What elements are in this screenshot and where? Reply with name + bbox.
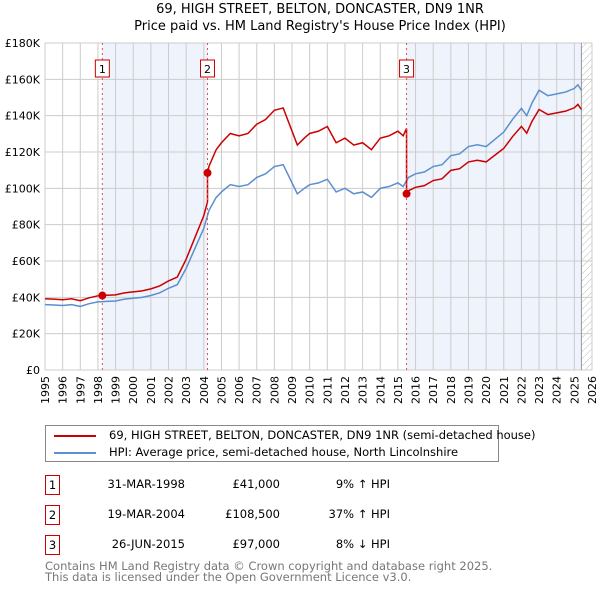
sale-marker-label: 2 <box>204 63 211 76</box>
y-tick-label: £140K <box>5 110 41 123</box>
x-tick-label: 2019 <box>462 376 475 404</box>
sale-date: 31-MAR-1998 <box>107 477 185 491</box>
x-tick-label: 2003 <box>180 376 193 404</box>
sale-marker-label: 1 <box>45 475 60 495</box>
x-tick-label: 1995 <box>39 376 52 404</box>
x-tick-label: 2009 <box>286 376 299 404</box>
y-tick-label: £180K <box>5 37 41 50</box>
hpi-line <box>44 83 583 308</box>
sale-row: 3 26-JUN-2015 £97,000 8% ↓ HPI <box>45 535 445 555</box>
shaded-period <box>406 43 582 370</box>
chart-subtitle: Price paid vs. HM Land Registry's House … <box>134 19 506 34</box>
y-tick-label: £60K <box>12 255 41 268</box>
legend-item-hpi: HPI: Average price, semi-detached house,… <box>54 445 474 461</box>
x-tick-label: 2007 <box>251 376 264 404</box>
x-tick-label: 2012 <box>339 376 352 404</box>
sale-marker-label: 1 <box>99 63 106 76</box>
sale-date: 26-JUN-2015 <box>111 537 185 551</box>
sale-row: 1 31-MAR-1998 £41,000 9% ↑ HPI <box>45 475 445 495</box>
y-tick-label: £120K <box>5 146 41 159</box>
shaded-period <box>102 43 208 370</box>
x-tick-label: 2022 <box>515 376 528 404</box>
sale-date: 19-MAR-2004 <box>107 507 185 521</box>
x-tick-label: 2017 <box>427 376 440 404</box>
footer-licence: This data is licensed under the Open Gov… <box>45 570 412 584</box>
sale-point <box>402 189 411 198</box>
x-tick-label: 2016 <box>410 376 423 404</box>
x-tick-label: 2020 <box>480 376 493 404</box>
x-tick-label: 2013 <box>357 376 370 404</box>
x-tick-label: 2010 <box>304 376 317 404</box>
sale-row: 2 19-MAR-2004 £108,500 37% ↑ HPI <box>45 505 445 525</box>
legend-item-price: 69, HIGH STREET, BELTON, DONCASTER, DN9 … <box>54 428 535 444</box>
x-tick-label: 2023 <box>533 376 546 404</box>
x-tick-label: 1998 <box>92 376 105 404</box>
x-tick-label: 2004 <box>198 376 211 404</box>
sale-marker-label: 3 <box>403 63 410 76</box>
sale-point <box>98 291 107 300</box>
legend-label: HPI: Average price, semi-detached house,… <box>109 445 459 459</box>
price-paid-line <box>44 103 583 302</box>
y-tick-label: £20K <box>12 328 41 341</box>
legend: 69, HIGH STREET, BELTON, DONCASTER, DN9 … <box>45 425 535 462</box>
x-tick-label: 2005 <box>215 376 228 404</box>
sale-price: £41,000 <box>232 477 280 491</box>
sale-marker-box <box>399 59 415 78</box>
x-tick-label: 2021 <box>498 376 511 404</box>
sale-marker-label: 2 <box>45 505 60 525</box>
footer-copyright: Contains HM Land Registry data © Crown c… <box>45 559 493 573</box>
sale-hpi-diff: 8% ↓ HPI <box>335 537 390 551</box>
x-tick-label: 2006 <box>233 376 246 404</box>
sale-marker-box <box>94 59 110 78</box>
sale-point <box>203 168 212 177</box>
sale-hpi-diff: 9% ↑ HPI <box>335 477 390 491</box>
x-tick-label: 2014 <box>374 376 387 404</box>
x-tick-label: 2002 <box>163 376 176 404</box>
legend-swatch-blue <box>54 452 96 454</box>
sale-marker-box <box>200 59 216 78</box>
y-tick-label: £80K <box>12 219 41 232</box>
x-tick-label: 2018 <box>445 376 458 404</box>
sale-price: £108,500 <box>225 507 280 521</box>
future-hatch <box>581 43 592 370</box>
sale-hpi-diff: 37% ↑ HPI <box>328 507 390 521</box>
legend-label: 69, HIGH STREET, BELTON, DONCASTER, DN9 … <box>109 428 536 442</box>
x-tick-label: 2026 <box>586 376 599 404</box>
y-tick-label: £40K <box>12 291 41 304</box>
x-tick-label: 1997 <box>74 376 87 404</box>
legend-swatch-red <box>54 435 96 437</box>
y-tick-label: £0 <box>26 364 40 377</box>
x-tick-label: 1999 <box>110 376 123 404</box>
x-tick-label: 2015 <box>392 376 405 404</box>
x-tick-label: 2011 <box>321 376 334 404</box>
sale-marker-label: 3 <box>45 535 60 555</box>
x-tick-label: 2025 <box>568 376 581 404</box>
y-tick-label: £160K <box>5 73 41 86</box>
x-tick-label: 1996 <box>57 376 70 404</box>
plot-area: 1995 1996 1997 1998 1999 2000 2001 2002 2003 2004… <box>5 37 599 404</box>
x-tick-label: 2000 <box>127 376 140 404</box>
x-tick-label: 2008 <box>268 376 281 404</box>
y-tick-label: £100K <box>5 182 41 195</box>
sale-price: £97,000 <box>232 537 280 551</box>
chart-title: 69, HIGH STREET, BELTON, DONCASTER, DN9 … <box>156 2 484 17</box>
x-tick-label: 2024 <box>551 376 564 404</box>
x-tick-label: 2001 <box>145 376 158 404</box>
